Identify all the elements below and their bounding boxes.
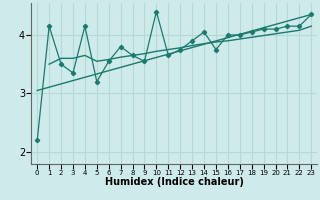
- X-axis label: Humidex (Indice chaleur): Humidex (Indice chaleur): [105, 177, 244, 187]
